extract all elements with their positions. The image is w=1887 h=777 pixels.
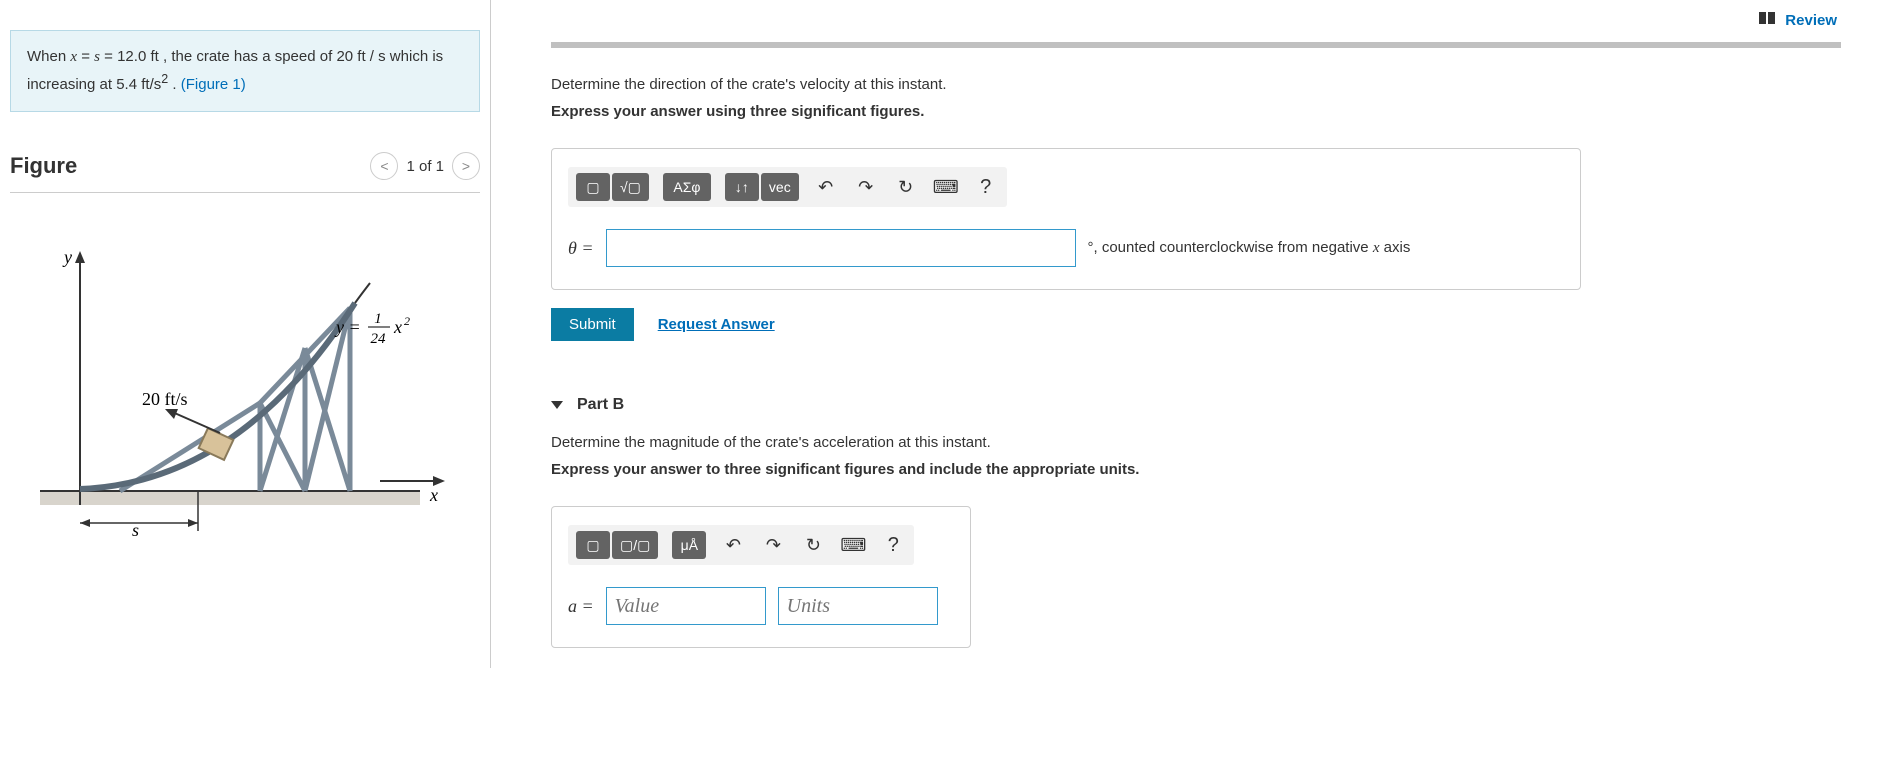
problem-statement: When x = s = 12.0 ft , the crate has a s… — [10, 30, 480, 112]
tool-help-button-b[interactable]: ? — [880, 534, 906, 557]
left-column: When x = s = 12.0 ft , the crate has a s… — [0, 0, 490, 668]
part-b-answer-row: a = — [568, 587, 954, 625]
part-a-toolbar: ▢ √▢ ΑΣφ ↓↑ vec ↶ ↷ ↻ ⌨ ? — [568, 167, 1007, 207]
tool-undo-button-b[interactable]: ↶ — [720, 535, 746, 556]
curve-tail — [355, 283, 370, 303]
page-container: When x = s = 12.0 ft , the crate has a s… — [0, 0, 1887, 668]
tool-angstrom-button-b[interactable]: μÅ — [672, 531, 706, 559]
part-b-instruction: Express your answer to three significant… — [551, 461, 1867, 478]
part-a-instruction: Express your answer using three signific… — [551, 103, 1867, 120]
part-b-value-input[interactable] — [606, 587, 766, 625]
ground-rect — [40, 491, 420, 505]
part-b-section: Determine the magnitude of the crate's a… — [551, 434, 1867, 648]
unit-suffix: axis — [1379, 239, 1410, 256]
tool-reset-button-b[interactable]: ↻ — [800, 535, 826, 556]
value-speed: 20 — [336, 48, 353, 65]
part-a-actions: Submit Request Answer — [551, 308, 1867, 341]
right-column: Review Determine the direction of the cr… — [490, 0, 1887, 668]
eq-num: 1 — [374, 311, 382, 327]
figure-next-button[interactable]: > — [452, 152, 480, 180]
figure-link[interactable]: (Figure 1) — [181, 76, 246, 93]
tool-help-button[interactable]: ? — [973, 176, 999, 199]
part-a-input-block: ▢ √▢ ΑΣφ ↓↑ vec ↶ ↷ ↻ ⌨ ? θ = — [551, 148, 1581, 290]
figure-nav: < 1 of 1 > — [370, 152, 480, 180]
tool-keyboard-button[interactable]: ⌨ — [933, 177, 959, 198]
tool-greek-button[interactable]: ΑΣφ — [663, 173, 711, 201]
tool-sqrt-button[interactable]: √▢ — [612, 173, 649, 201]
part-a-prompt: Determine the direction of the crate's v… — [551, 76, 1867, 93]
s-dim-right-arrow — [188, 519, 198, 527]
tool-vec-button[interactable]: vec — [761, 173, 799, 201]
review-link[interactable]: Review — [1785, 12, 1837, 29]
eq-den: 24 — [371, 331, 387, 347]
value-xs: 12.0 — [117, 48, 146, 65]
part-b-input-block: ▢ ▢/▢ μÅ ↶ ↷ ↻ ⌨ ? a = — [551, 506, 971, 648]
tool-reset-button[interactable]: ↻ — [893, 177, 919, 198]
part-b-disclosure-icon[interactable] — [551, 401, 563, 409]
unit-middle: , counted counterclockwise from negative — [1094, 239, 1373, 256]
part-a-section: Determine the direction of the crate's v… — [551, 76, 1867, 341]
eq-lhs: y = — [334, 317, 361, 337]
x-label: x — [429, 485, 438, 505]
tool-keyboard-button-b[interactable]: ⌨ — [840, 535, 866, 556]
unit-ft: ft — [150, 48, 158, 65]
figure-image: y x s — [10, 213, 480, 577]
eq-rhs: x — [393, 317, 402, 337]
figure-title: Figure — [10, 153, 77, 179]
part-b-prompt: Determine the magnitude of the crate's a… — [551, 434, 1867, 451]
tool-group-templates-b: ▢ ▢/▢ — [576, 531, 658, 559]
unit-speed: ft / s — [357, 48, 385, 65]
y-label: y — [62, 247, 72, 267]
part-b-toolbar: ▢ ▢/▢ μÅ ↶ ↷ ↻ ⌨ ? — [568, 525, 914, 565]
review-flag-icon — [1759, 12, 1777, 30]
part-a-var-label: θ = — [568, 238, 594, 259]
tool-redo-button[interactable]: ↷ — [853, 177, 879, 198]
review-bar: Review — [551, 0, 1867, 42]
tool-template-button-b[interactable]: ▢ — [576, 531, 610, 559]
part-b-title: Part B — [577, 396, 624, 414]
s-dim-left-arrow — [80, 519, 90, 527]
part-a-answer-row: θ = °, counted counterclockwise from neg… — [568, 229, 1564, 267]
tool-group-templates: ▢ √▢ — [576, 173, 649, 201]
figure-nav-text: 1 of 1 — [406, 158, 444, 175]
var-x: x — [70, 49, 77, 65]
part-a-unit-text: °, counted counterclockwise from negativ… — [1088, 239, 1411, 257]
scroll-indicator — [551, 42, 1841, 48]
figure-header: Figure < 1 of 1 > — [10, 152, 480, 193]
tool-redo-button-b[interactable]: ↷ — [760, 535, 786, 556]
tool-frac-button-b[interactable]: ▢/▢ — [612, 531, 658, 559]
y-arrow-icon — [75, 251, 85, 263]
part-a-request-link[interactable]: Request Answer — [658, 316, 775, 333]
problem-text: When x = s = 12.0 ft , the crate has a s… — [27, 48, 443, 93]
figure-prev-button[interactable]: < — [370, 152, 398, 180]
tool-template-button[interactable]: ▢ — [576, 173, 610, 201]
curve-equation: y = 1 24 x 2 — [334, 311, 410, 347]
eq-exp: 2 — [404, 314, 410, 328]
var-s: s — [94, 49, 100, 65]
tool-scripts-button[interactable]: ↓↑ — [725, 173, 759, 201]
speed-label: 20 ft/s — [142, 389, 188, 409]
tool-group-scripts: ↓↑ vec — [725, 173, 799, 201]
speed-arrow-line — [170, 411, 220, 433]
unit-accel: ft/s2 — [141, 76, 168, 93]
part-b-units-input[interactable] — [778, 587, 938, 625]
value-accel: 5.4 — [116, 76, 137, 93]
s-label: s — [132, 520, 139, 540]
part-b-var-label: a = — [568, 596, 594, 617]
part-b-header: Part B — [551, 396, 1867, 414]
part-a-answer-input[interactable] — [606, 229, 1076, 267]
figure-svg: y x s — [20, 233, 460, 553]
part-a-submit-button[interactable]: Submit — [551, 308, 634, 341]
tool-undo-button[interactable]: ↶ — [813, 177, 839, 198]
